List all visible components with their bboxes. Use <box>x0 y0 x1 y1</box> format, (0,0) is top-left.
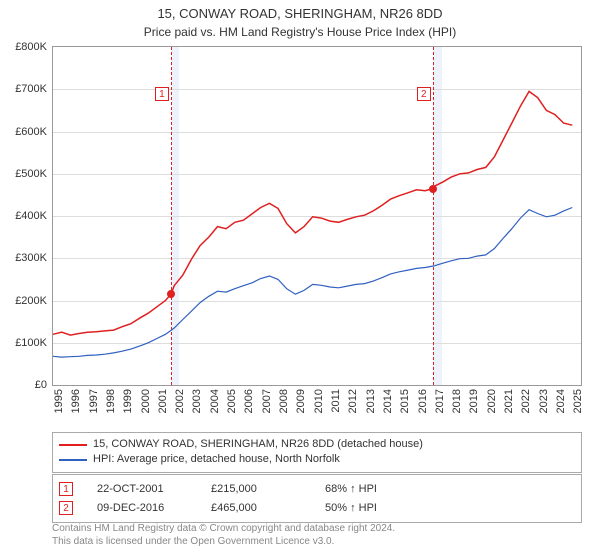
event-num-box: 2 <box>59 501 73 515</box>
ytick-label: £200K <box>15 295 47 307</box>
xtick-label: 2001 <box>157 389 169 413</box>
xtick-label: 2022 <box>520 389 532 413</box>
footer-text: Contains HM Land Registry data © Crown c… <box>52 522 582 548</box>
xtick-label: 1995 <box>53 389 65 413</box>
xtick-label: 2000 <box>140 389 152 413</box>
ytick-label: £700K <box>15 83 47 95</box>
event-row: 2 09-DEC-2016 £465,000 50% ↑ HPI <box>59 499 575 518</box>
xtick-label: 2010 <box>313 389 325 413</box>
event-row: 1 22-OCT-2001 £215,000 68% ↑ HPI <box>59 480 575 499</box>
event-price: £465,000 <box>211 499 301 518</box>
xtick-label: 2014 <box>382 389 394 413</box>
xtick-label: 2007 <box>261 389 273 413</box>
series-line <box>53 208 572 358</box>
ytick-label: £300K <box>15 252 47 264</box>
event-date: 09-DEC-2016 <box>97 499 187 518</box>
xtick-label: 2021 <box>503 389 515 413</box>
xtick-label: 2018 <box>451 389 463 413</box>
xtick-label: 2012 <box>347 389 359 413</box>
chart-title: 15, CONWAY ROAD, SHERINGHAM, NR26 8DD <box>0 0 600 23</box>
event-date: 22-OCT-2001 <box>97 480 187 499</box>
line-layer <box>53 47 581 385</box>
xtick-label: 2013 <box>365 389 377 413</box>
ytick-label: £100K <box>15 337 47 349</box>
legend-label: HPI: Average price, detached house, Nort… <box>93 452 340 467</box>
xtick-label: 2017 <box>434 389 446 413</box>
footer-line1: Contains HM Land Registry data © Crown c… <box>52 522 582 535</box>
legend-row: HPI: Average price, detached house, Nort… <box>59 452 575 467</box>
xtick-label: 2002 <box>174 389 186 413</box>
chart-subtitle: Price paid vs. HM Land Registry's House … <box>0 23 600 39</box>
event-delta: 68% ↑ HPI <box>325 480 415 499</box>
sale-marker-dot <box>429 185 437 193</box>
sale-marker-box: 1 <box>155 87 169 101</box>
legend-row: 15, CONWAY ROAD, SHERINGHAM, NR26 8DD (d… <box>59 437 575 452</box>
xtick-label: 2019 <box>468 389 480 413</box>
legend-swatch <box>59 459 87 461</box>
chart-container: 15, CONWAY ROAD, SHERINGHAM, NR26 8DD Pr… <box>0 0 600 560</box>
sale-marker-dot <box>167 290 175 298</box>
xtick-label: 2008 <box>278 389 290 413</box>
xtick-label: 2020 <box>486 389 498 413</box>
xtick-label: 2015 <box>399 389 411 413</box>
legend-label: 15, CONWAY ROAD, SHERINGHAM, NR26 8DD (d… <box>93 437 423 452</box>
xtick-label: 1997 <box>88 389 100 413</box>
xtick-label: 2009 <box>295 389 307 413</box>
events-box: 1 22-OCT-2001 £215,000 68% ↑ HPI 2 09-DEC-201… <box>52 474 582 523</box>
ytick-label: £0 <box>35 379 47 391</box>
xtick-label: 2004 <box>209 389 221 413</box>
xtick-label: 1996 <box>70 389 82 413</box>
ytick-label: £500K <box>15 168 47 180</box>
footer-line2: This data is licensed under the Open Gov… <box>52 535 582 548</box>
legend-swatch <box>59 444 87 446</box>
xtick-label: 1998 <box>105 389 117 413</box>
xtick-label: 2006 <box>243 389 255 413</box>
xtick-label: 2003 <box>191 389 203 413</box>
legend-box: 15, CONWAY ROAD, SHERINGHAM, NR26 8DD (d… <box>52 432 582 473</box>
xtick-label: 1999 <box>122 389 134 413</box>
ytick-label: £600K <box>15 126 47 138</box>
sale-marker-box: 2 <box>417 87 431 101</box>
event-price: £215,000 <box>211 480 301 499</box>
ytick-label: £800K <box>15 41 47 53</box>
xtick-label: 2016 <box>417 389 429 413</box>
xtick-label: 2024 <box>555 389 567 413</box>
xtick-label: 2025 <box>572 389 584 413</box>
event-num-box: 1 <box>59 482 73 496</box>
plot-area: £0£100K£200K£300K£400K£500K£600K£700K£80… <box>52 46 582 386</box>
ytick-label: £400K <box>15 210 47 222</box>
event-delta: 50% ↑ HPI <box>325 499 415 518</box>
xtick-label: 2023 <box>538 389 550 413</box>
series-line <box>53 91 572 335</box>
xtick-label: 2005 <box>226 389 238 413</box>
xtick-label: 2011 <box>330 389 342 413</box>
